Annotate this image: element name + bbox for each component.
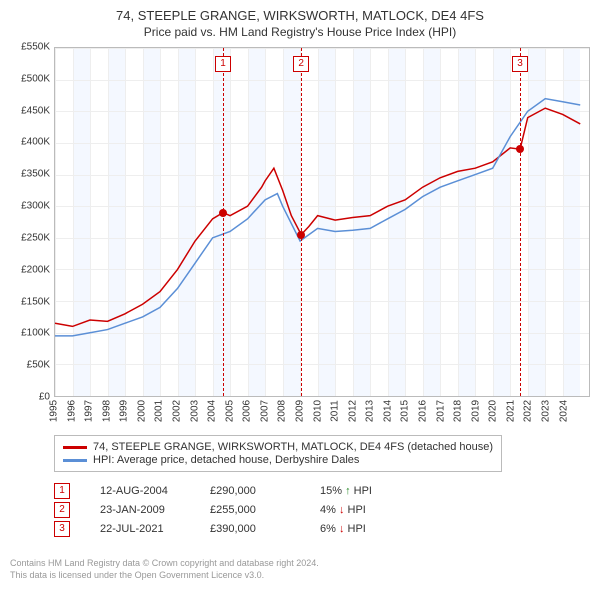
x-tick-label: 1997 [84,400,95,422]
y-axis: £0£50K£100K£150K£200K£250K£300K£350K£400… [10,47,52,397]
x-tick-label: 2004 [207,400,218,422]
x-tick-label: 2024 [558,400,569,422]
x-tick-label: 2012 [347,400,358,422]
event-row: 1 12-AUG-2004 £290,000 15% ↑ HPI [54,483,590,499]
y-tick-label: £50K [27,360,50,371]
x-tick-label: 2014 [382,400,393,422]
legend-swatch [63,446,87,449]
x-tick-label: 2001 [154,400,165,422]
event-price: £255,000 [210,504,290,516]
y-tick-label: £500K [21,73,50,84]
x-tick-label: 1996 [66,400,77,422]
event-point-marker [516,145,524,153]
event-number: 2 [54,502,70,518]
event-line [520,48,522,396]
chart-lines [55,48,589,396]
event-point-marker [297,231,305,239]
plot-area: 1 2 3 [54,47,590,397]
event-pct: 6% ↓ HPI [320,523,400,535]
event-marker-box: 3 [512,56,528,72]
event-price: £390,000 [210,523,290,535]
series-hpi [55,99,580,336]
y-tick-label: £300K [21,201,50,212]
legend-item: HPI: Average price, detached house, Derb… [63,454,493,466]
event-line [301,48,303,396]
page-subtitle: Price paid vs. HM Land Registry's House … [10,25,590,39]
y-tick-label: £450K [21,105,50,116]
event-marker-box: 1 [215,56,231,72]
x-tick-label: 2009 [295,400,306,422]
y-tick-label: £100K [21,328,50,339]
event-number: 3 [54,521,70,537]
x-tick-label: 2018 [453,400,464,422]
series-property [55,108,580,326]
x-tick-label: 2007 [259,400,270,422]
x-tick-label: 2008 [277,400,288,422]
x-tick-label: 2023 [541,400,552,422]
x-tick-label: 2010 [312,400,323,422]
event-row: 3 22-JUL-2021 £390,000 6% ↓ HPI [54,521,590,537]
event-date: 23-JAN-2009 [100,504,180,516]
legend-swatch [63,459,87,462]
x-tick-label: 2005 [224,400,235,422]
x-tick-label: 2020 [488,400,499,422]
x-tick-label: 1995 [49,400,60,422]
footer-line-2: This data is licensed under the Open Gov… [10,570,600,582]
x-tick-label: 1999 [119,400,130,422]
legend: 74, STEEPLE GRANGE, WIRKSWORTH, MATLOCK,… [54,435,502,472]
x-tick-label: 2003 [189,400,200,422]
event-pct: 4% ↓ HPI [320,504,400,516]
legend-label: 74, STEEPLE GRANGE, WIRKSWORTH, MATLOCK,… [93,441,493,453]
event-date: 12-AUG-2004 [100,485,180,497]
y-tick-label: £200K [21,264,50,275]
y-tick-label: £350K [21,169,50,180]
y-tick-label: £150K [21,296,50,307]
legend-item: 74, STEEPLE GRANGE, WIRKSWORTH, MATLOCK,… [63,441,493,453]
event-point-marker [219,209,227,217]
footer-attribution: Contains HM Land Registry data © Crown c… [10,558,600,581]
x-tick-label: 2006 [242,400,253,422]
y-tick-label: £550K [21,42,50,53]
x-tick-label: 2021 [505,400,516,422]
event-row: 2 23-JAN-2009 £255,000 4% ↓ HPI [54,502,590,518]
x-tick-label: 2019 [470,400,481,422]
price-chart: £0£50K£100K£150K£200K£250K£300K£350K£400… [10,47,590,427]
event-pct: 15% ↑ HPI [320,485,400,497]
x-axis: 1995199619971998199920002001200220032004… [54,397,590,427]
x-tick-label: 2017 [435,400,446,422]
x-tick-label: 2000 [136,400,147,422]
y-tick-label: £250K [21,232,50,243]
y-tick-label: £400K [21,137,50,148]
event-price: £290,000 [210,485,290,497]
page-title: 74, STEEPLE GRANGE, WIRKSWORTH, MATLOCK,… [10,8,590,23]
event-date: 22-JUL-2021 [100,523,180,535]
event-number: 1 [54,483,70,499]
x-tick-label: 2002 [172,400,183,422]
events-table: 1 12-AUG-2004 £290,000 15% ↑ HPI 2 23-JAN-200… [54,483,590,537]
event-marker-box: 2 [293,56,309,72]
legend-label: HPI: Average price, detached house, Derb… [93,454,359,466]
x-tick-label: 2022 [523,400,534,422]
x-tick-label: 2016 [418,400,429,422]
x-tick-label: 2013 [365,400,376,422]
x-tick-label: 2015 [400,400,411,422]
event-line [223,48,225,396]
x-tick-label: 2011 [330,400,341,422]
x-tick-label: 1998 [101,400,112,422]
footer-line-1: Contains HM Land Registry data © Crown c… [10,558,600,570]
